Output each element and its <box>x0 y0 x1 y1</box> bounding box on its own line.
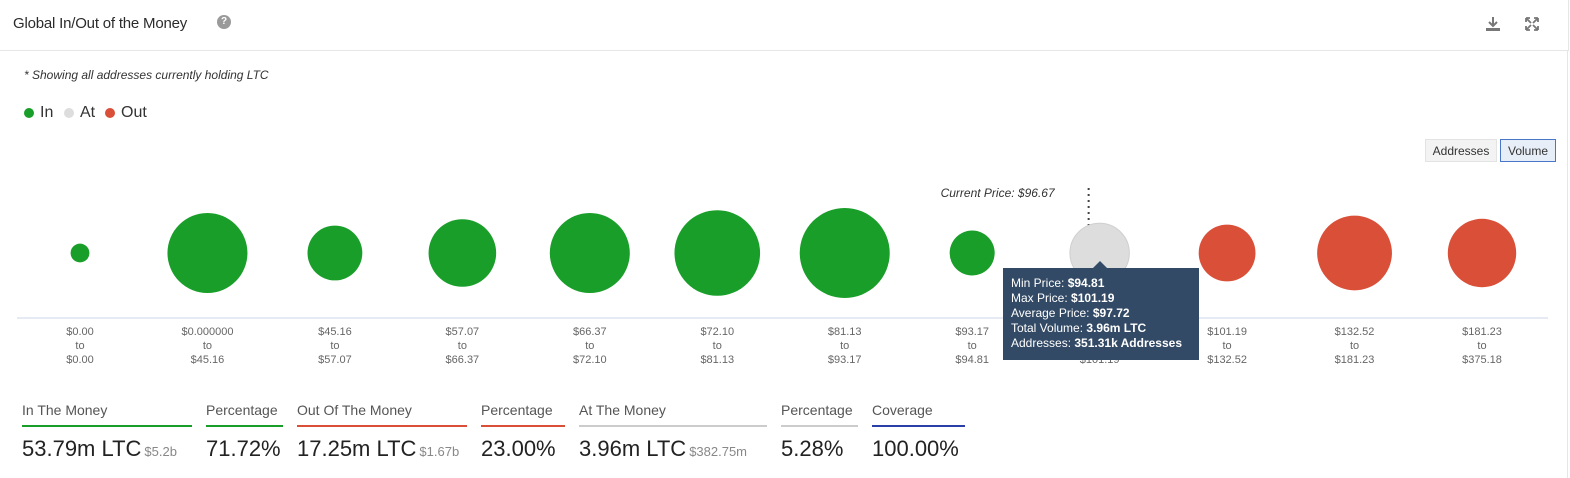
stat-underline <box>206 425 283 427</box>
x-tick-label-1: $0.000000 <box>181 326 233 338</box>
stat-out-percentage: Percentage 23.00% <box>481 402 565 462</box>
bubble-1[interactable] <box>167 213 248 293</box>
stat-label: At The Money <box>579 402 666 418</box>
bubble-tooltip: Min Price: $94.81 Max Price: $101.19 Ave… <box>1003 268 1199 360</box>
stat-value: 71.72% <box>206 436 281 461</box>
x-tick-label-5: to <box>713 340 722 352</box>
stat-underline <box>481 425 565 427</box>
bubble-11[interactable] <box>1447 218 1517 288</box>
bubble-5[interactable] <box>674 210 761 296</box>
addresses-toggle-button[interactable]: Addresses <box>1425 139 1497 162</box>
x-tick-label-10: $132.52 <box>1335 326 1375 338</box>
x-tick-label-0: to <box>75 340 84 352</box>
stat-value: 5.28% <box>781 436 844 461</box>
x-tick-label-7: $93.17 <box>955 326 989 338</box>
legend-dot-at <box>64 108 74 118</box>
tooltip-max-row: Max Price: $101.19 <box>1011 291 1115 305</box>
x-tick-label-11: $375.18 <box>1462 354 1502 366</box>
x-tick-label-11: $181.23 <box>1462 326 1502 338</box>
stat-label: Percentage <box>481 402 553 418</box>
legend-item-in[interactable]: In <box>24 104 53 122</box>
stat-coverage: Coverage 100.00% <box>872 402 965 462</box>
legend-label-at: At <box>80 104 96 121</box>
stat-value: 100.00% <box>872 436 959 461</box>
x-tick-label-10: to <box>1350 340 1359 352</box>
x-tick-label-9: $101.19 <box>1207 326 1247 338</box>
x-tick-label-7: $94.81 <box>955 354 989 366</box>
legend-item-at[interactable]: At <box>64 104 95 122</box>
tooltip-avg-row: Average Price: $97.72 <box>1011 306 1130 320</box>
bubble-0[interactable] <box>70 243 90 263</box>
stat-in-the-money: In The Money 53.79m LTC $5.2b <box>22 402 192 462</box>
panel-border <box>1567 50 1568 478</box>
stat-value: 17.25m LTC $1.67b <box>297 436 460 461</box>
bubble-10[interactable] <box>1317 215 1392 291</box>
x-tick-label-7: to <box>968 340 977 352</box>
bubble-7[interactable] <box>949 230 995 276</box>
x-tick-label-6: to <box>840 340 849 352</box>
x-tick-label-2: to <box>330 340 339 352</box>
stat-underline <box>22 425 192 427</box>
stat-value: 3.96m LTC $382.75m <box>579 436 748 461</box>
stat-at-the-money: At The Money 3.96m LTC $382.75m <box>579 402 767 462</box>
legend-item-out[interactable]: Out <box>105 104 147 122</box>
stat-value: 23.00% <box>481 436 556 461</box>
tooltip-min-row: Min Price: $94.81 <box>1011 276 1105 290</box>
x-tick-label-3: to <box>458 340 467 352</box>
widget-header: Global In/Out of the Money ? <box>0 0 1569 51</box>
x-tick-label-9: to <box>1222 340 1231 352</box>
x-tick-label-4: $66.37 <box>573 326 607 338</box>
x-tick-label-6: $81.13 <box>828 326 862 338</box>
stat-label: In The Money <box>22 402 108 418</box>
x-tick-label-0: $0.00 <box>66 326 94 338</box>
bubble-chart: Current Price: $96.67 $0.00 to $0.00 $0.0000… <box>17 186 1548 366</box>
x-tick-label-3: $57.07 <box>446 326 480 338</box>
stat-underline <box>872 425 965 427</box>
stat-underline <box>781 425 858 427</box>
x-tick-label-1: to <box>203 340 212 352</box>
x-tick-label-5: $72.10 <box>700 326 734 338</box>
tooltip-arrow <box>1093 261 1107 268</box>
stat-label: Out Of The Money <box>297 402 412 418</box>
x-tick-label-2: $57.07 <box>318 354 352 366</box>
stat-underline <box>579 425 767 427</box>
x-tick-label-3: $66.37 <box>446 354 480 366</box>
stat-out-of-the-money: Out Of The Money 17.25m LTC $1.67b <box>297 402 467 462</box>
tooltip-addresses-row: Addresses: 351.31k Addresses <box>1011 336 1183 350</box>
download-icon[interactable] <box>1483 14 1503 34</box>
bubble-6[interactable] <box>799 208 890 298</box>
x-tick-label-0: $0.00 <box>66 354 94 366</box>
x-tick-label-10: $181.23 <box>1335 354 1375 366</box>
legend-label-out: Out <box>121 104 147 121</box>
x-tick-label-2: $45.16 <box>318 326 352 338</box>
stat-value: 53.79m LTC $5.2b <box>22 436 177 461</box>
tooltip-volume-row: Total Volume: 3.96m LTC <box>1011 321 1147 335</box>
fullscreen-icon[interactable] <box>1522 14 1542 34</box>
legend-dot-in <box>24 108 34 118</box>
legend-label-in: In <box>40 104 54 121</box>
holding-note: * Showing all addresses currently holdin… <box>24 68 269 82</box>
x-tick-label-4: $72.10 <box>573 354 607 366</box>
widget-title: Global In/Out of the Money <box>13 15 188 32</box>
x-tick-label-4: to <box>585 340 594 352</box>
bubble-4[interactable] <box>549 213 630 293</box>
legend-dot-out <box>105 108 115 118</box>
stat-at-percentage: Percentage 5.28% <box>781 402 858 462</box>
current-price-label: Current Price: $96.67 <box>941 186 1056 200</box>
x-tick-label-11: to <box>1477 340 1486 352</box>
stat-label: Percentage <box>781 402 853 418</box>
bubble-9[interactable] <box>1198 224 1256 282</box>
x-tick-label-9: $132.52 <box>1207 354 1247 366</box>
stat-in-percentage: Percentage 71.72% <box>206 402 283 462</box>
help-icon[interactable]: ? <box>217 15 231 29</box>
bubble-3[interactable] <box>428 219 497 287</box>
x-tick-label-5: $81.13 <box>700 354 734 366</box>
volume-toggle-button[interactable]: Volume <box>1500 139 1556 162</box>
bubble-2[interactable] <box>307 225 363 281</box>
x-tick-label-6: $93.17 <box>828 354 862 366</box>
x-tick-label-1: $45.16 <box>191 354 225 366</box>
stat-label: Percentage <box>206 402 278 418</box>
stat-underline <box>297 425 467 427</box>
stat-label: Coverage <box>872 402 933 418</box>
